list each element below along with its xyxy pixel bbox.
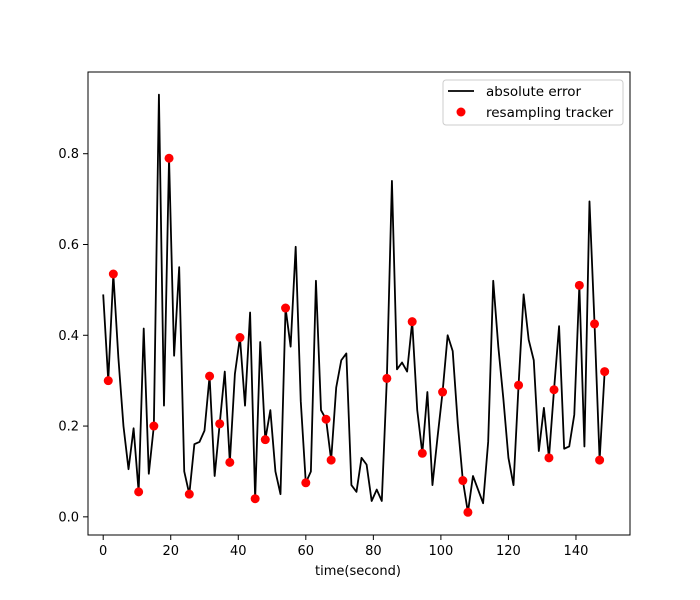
legend-label-absolute-error: absolute error <box>486 84 581 100</box>
scatter-point <box>321 414 331 424</box>
x-tick-label: 100 <box>428 544 453 559</box>
series-line-absolute-error <box>102 93 606 514</box>
scatter-point <box>549 385 559 395</box>
scatter-point <box>326 455 336 465</box>
y-tick-label: 0.6 <box>58 238 79 253</box>
scatter-point <box>225 457 235 467</box>
scatter-point <box>595 455 605 465</box>
scatter-point <box>205 371 215 381</box>
y-tick-label: 0.4 <box>58 329 79 344</box>
y-tick-label: 0.0 <box>58 510 79 525</box>
scatter-point <box>438 387 448 397</box>
x-tick-label: 20 <box>162 544 179 559</box>
legend-marker-swatch <box>456 107 466 117</box>
x-tick-label: 120 <box>496 544 521 559</box>
x-tick-label: 60 <box>298 544 315 559</box>
scatter-point <box>134 487 144 497</box>
scatter-point <box>600 367 610 377</box>
scatter-point <box>301 478 311 488</box>
scatter-point <box>260 435 270 445</box>
scatter-point <box>514 380 524 390</box>
scatter-point <box>108 269 118 279</box>
legend-label-resampling-tracker: resampling tracker <box>486 105 614 121</box>
legend: absolute error resampling tracker <box>442 79 624 126</box>
scatter-point <box>184 489 194 499</box>
scatter-point <box>382 373 392 383</box>
plot-area <box>87 71 631 536</box>
x-tick-label: 0 <box>99 544 107 559</box>
scatter-point <box>281 303 291 313</box>
y-tick-label: 0.2 <box>58 420 79 435</box>
x-tick-label: 80 <box>365 544 382 559</box>
scatter-point <box>574 280 584 290</box>
scatter-point <box>250 494 260 504</box>
scatter-point <box>590 319 600 329</box>
scatter-point <box>544 453 554 463</box>
scatter-point <box>149 421 159 431</box>
scatter-point <box>215 419 225 429</box>
legend-box <box>442 79 624 126</box>
y-axis: 0.0 0.2 0.4 0.6 0.8 <box>58 147 88 525</box>
scatter-point <box>417 448 427 458</box>
x-tick-label: 40 <box>230 544 247 559</box>
scatter-point <box>235 333 245 343</box>
x-axis-label: time(second) <box>315 564 401 579</box>
scatter-point <box>463 507 473 517</box>
scatter-point <box>407 317 417 327</box>
x-tick-label: 140 <box>564 544 589 559</box>
scatter-point <box>103 376 113 386</box>
y-tick-label: 0.8 <box>58 147 79 162</box>
plot-frame <box>87 71 631 536</box>
scatter-point <box>164 153 174 163</box>
x-axis: 0 20 40 60 80 100 120 140 <box>99 535 588 559</box>
scatter-point <box>458 476 468 486</box>
